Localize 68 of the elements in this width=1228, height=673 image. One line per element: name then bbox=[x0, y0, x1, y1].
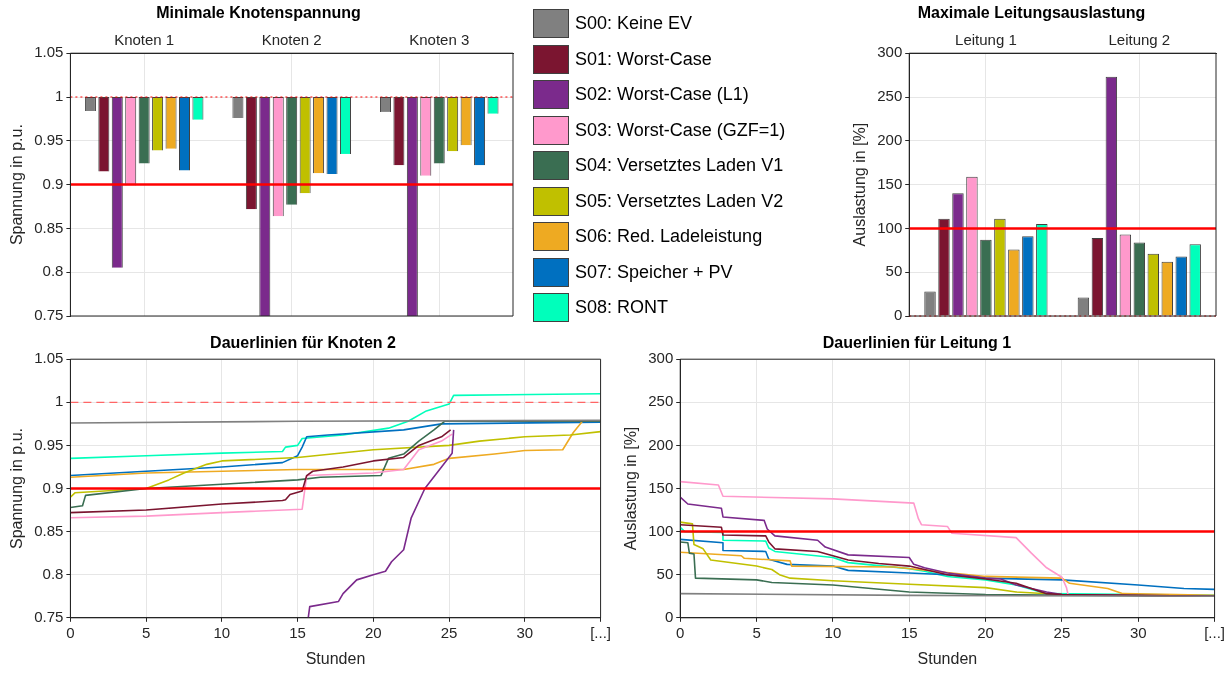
y-tick-label: 300 bbox=[877, 43, 903, 61]
x-tick-label: [...] bbox=[590, 623, 611, 641]
x-tick-label: Leitung 2 bbox=[1108, 31, 1171, 49]
x-tick-label: Knoten 3 bbox=[409, 31, 470, 49]
x-tick-label: 15 bbox=[289, 623, 306, 641]
y-tick-label: 0.9 bbox=[42, 174, 64, 192]
legend-label: S06: Red. Ladeleistung bbox=[575, 226, 763, 248]
y-tick-label: 1.05 bbox=[34, 43, 64, 61]
x-tick-label: Knoten 1 bbox=[114, 31, 175, 49]
legend-label: S02: Worst-Case (L1) bbox=[575, 84, 749, 106]
y-tick-label: 1 bbox=[55, 87, 64, 105]
y-tick-label: 200 bbox=[648, 435, 674, 453]
legend-label: S01: Worst-Case bbox=[575, 48, 712, 70]
y-axis-title: Spannung in p.u. bbox=[8, 124, 26, 246]
y-tick-label: 1 bbox=[55, 392, 64, 410]
y-axis-title: Auslastung in [%] bbox=[622, 426, 640, 551]
legend-label: S04: Versetztes Laden V1 bbox=[575, 155, 784, 177]
chart-title: Dauerlinien für Leitung 1 bbox=[822, 334, 1012, 352]
y-tick-label: 0.85 bbox=[34, 521, 64, 539]
chart-title: Maximale Leitungsauslastung bbox=[917, 4, 1146, 22]
y-tick-label: 0.95 bbox=[34, 130, 64, 148]
y-tick-label: 150 bbox=[648, 478, 674, 496]
legend-label: S00: Keine EV bbox=[575, 13, 693, 35]
x-tick-label: 25 bbox=[1053, 623, 1071, 641]
x-tick-label: Knoten 2 bbox=[261, 31, 322, 49]
x-tick-label: 0 bbox=[66, 623, 75, 641]
legend-label: S05: Versetztes Laden V2 bbox=[575, 190, 784, 212]
y-tick-label: 0 bbox=[664, 607, 674, 625]
y-tick-label: 0.9 bbox=[42, 478, 64, 496]
y-tick-label: 100 bbox=[877, 218, 903, 236]
x-tick-label: 25 bbox=[440, 623, 458, 641]
y-tick-label: 0.85 bbox=[34, 218, 64, 236]
x-tick-label: 20 bbox=[977, 623, 994, 641]
y-axis-title: Spannung in p.u. bbox=[8, 428, 26, 549]
y-tick-label: 0 bbox=[893, 306, 903, 324]
x-tick-label: 30 bbox=[516, 623, 534, 641]
x-tick-label: 20 bbox=[365, 623, 382, 641]
x-axis-title: Stunden bbox=[305, 649, 366, 667]
y-tick-label: 50 bbox=[885, 262, 903, 280]
y-tick-label: 50 bbox=[656, 564, 674, 582]
y-tick-label: 0.95 bbox=[34, 435, 64, 453]
y-tick-label: 0.8 bbox=[42, 262, 64, 280]
legend-label: S08: RONT bbox=[575, 297, 669, 319]
x-tick-label: 10 bbox=[213, 623, 231, 641]
x-tick-label: 10 bbox=[824, 623, 842, 641]
x-tick-label: 30 bbox=[1129, 623, 1147, 641]
chart-title: Dauerlinien für Knoten 2 bbox=[210, 334, 396, 352]
y-tick-label: 0.75 bbox=[34, 306, 64, 324]
x-tick-label: Leitung 1 bbox=[955, 31, 1017, 49]
x-axis-title: Stunden bbox=[917, 649, 978, 667]
legend-label: S07: Speicher + PV bbox=[575, 261, 733, 283]
y-tick-label: 150 bbox=[877, 174, 903, 192]
x-tick-label: 0 bbox=[676, 623, 685, 641]
legend-label: S03: Worst-Case (GZF=1) bbox=[575, 119, 786, 141]
y-tick-label: 250 bbox=[877, 87, 903, 105]
y-tick-label: 0.8 bbox=[42, 564, 64, 582]
chart-title: Minimale Knotenspannung bbox=[156, 4, 361, 22]
x-tick-label: 5 bbox=[141, 623, 151, 641]
y-tick-label: 0.75 bbox=[34, 607, 64, 625]
y-tick-label: 100 bbox=[648, 521, 674, 539]
x-tick-label: [...] bbox=[1204, 623, 1225, 641]
y-tick-label: 300 bbox=[648, 349, 674, 367]
x-tick-label: 15 bbox=[900, 623, 918, 641]
y-tick-label: 200 bbox=[877, 130, 903, 148]
x-tick-label: 5 bbox=[752, 623, 761, 641]
y-axis-title: Auslastung in [%] bbox=[851, 122, 869, 247]
y-tick-label: 250 bbox=[648, 392, 674, 410]
y-tick-label: 1.05 bbox=[34, 349, 64, 367]
